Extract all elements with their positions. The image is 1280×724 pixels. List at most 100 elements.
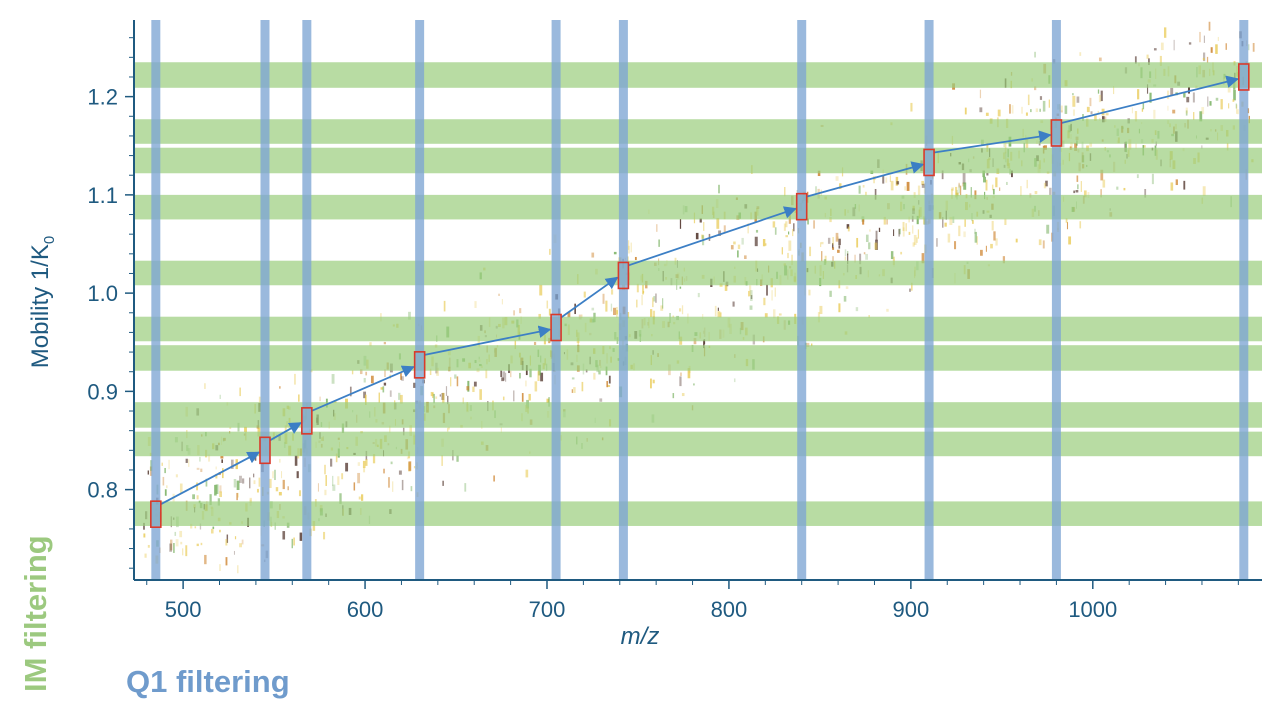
feature-mark: [1163, 27, 1167, 38]
feature-mark: [908, 231, 911, 235]
feature-mark: [294, 455, 298, 466]
feature-mark: [750, 290, 753, 302]
feature-mark: [813, 220, 815, 229]
feature-mark: [514, 340, 517, 349]
feature-mark: [519, 372, 521, 379]
feature-mark: [808, 289, 811, 296]
feature-mark: [358, 496, 361, 500]
feature-mark: [902, 221, 905, 231]
feature-mark: [1068, 236, 1072, 245]
feature-mark: [1061, 140, 1065, 148]
precursor-box: [1238, 63, 1250, 91]
feature-mark: [574, 303, 576, 315]
feature-mark: [324, 464, 326, 475]
feature-mark: [237, 492, 239, 498]
feature-mark: [653, 296, 656, 302]
feature-mark: [893, 229, 895, 237]
feature-mark: [299, 532, 303, 541]
feature-mark: [863, 252, 866, 255]
feature-mark: [679, 218, 682, 229]
feature-mark: [672, 315, 675, 318]
feature-mark: [220, 456, 224, 459]
feature-mark: [571, 389, 573, 393]
feature-mark: [630, 242, 632, 253]
feature-mark: [456, 376, 459, 387]
feature-mark: [982, 170, 985, 178]
feature-mark: [874, 188, 877, 200]
feature-mark: [1079, 52, 1082, 56]
feature-mark: [577, 338, 579, 345]
im-band: [134, 147, 1262, 174]
feature-mark: [1042, 240, 1045, 249]
feature-mark: [529, 368, 532, 378]
feature-mark: [652, 310, 656, 320]
feature-mark: [774, 287, 776, 297]
feature-mark: [274, 522, 276, 530]
feature-mark: [793, 223, 795, 232]
feature-mark: [1232, 99, 1235, 102]
q1-window: [415, 20, 425, 580]
feature-mark: [170, 539, 173, 551]
x-tick-label: 700: [529, 597, 566, 622]
feature-mark: [1076, 175, 1079, 182]
feature-mark: [991, 220, 994, 231]
feature-mark: [886, 219, 888, 225]
feature-mark: [548, 308, 551, 316]
feature-mark: [1030, 109, 1032, 113]
feature-mark: [464, 483, 467, 492]
feature-mark: [1011, 170, 1013, 178]
feature-mark: [1039, 108, 1041, 112]
arrow: [269, 422, 302, 442]
feature-mark: [605, 366, 608, 376]
feature-mark: [1011, 105, 1014, 114]
feature-mark: [815, 186, 818, 194]
feature-mark: [1070, 142, 1073, 150]
feature-mark: [991, 184, 994, 191]
feature-mark: [548, 397, 550, 407]
feature-mark: [607, 384, 611, 387]
feature-mark: [1072, 109, 1076, 116]
feature-mark: [1185, 110, 1188, 116]
feature-mark: [363, 391, 367, 399]
feature-mark: [221, 459, 223, 463]
im-band: [134, 260, 1262, 286]
feature-mark: [762, 239, 766, 247]
feature-mark: [196, 467, 200, 470]
y-tick-label: 1.0: [87, 281, 118, 306]
feature-mark: [1186, 96, 1190, 103]
feature-mark: [1009, 104, 1011, 114]
feature-mark: [274, 469, 276, 481]
feature-mark: [658, 239, 660, 247]
feature-mark: [279, 386, 281, 389]
feature-mark: [755, 229, 759, 233]
feature-mark: [219, 394, 221, 399]
feature-mark: [788, 231, 790, 235]
feature-mark: [268, 478, 272, 489]
feature-mark: [839, 183, 842, 189]
feature-mark: [204, 383, 206, 389]
feature-mark: [1170, 87, 1174, 96]
feature-mark: [445, 386, 448, 396]
feature-mark: [774, 227, 777, 235]
feature-mark: [435, 396, 438, 399]
feature-mark: [959, 185, 962, 196]
feature-mark: [185, 458, 188, 463]
feature-mark: [282, 531, 286, 540]
feature-mark: [608, 375, 611, 384]
feature-mark: [399, 394, 403, 404]
feature-mark: [1097, 89, 1100, 94]
feature-mark: [1199, 111, 1203, 122]
feature-mark: [583, 291, 586, 298]
feature-mark: [1235, 103, 1238, 109]
feature-mark: [1073, 190, 1075, 194]
feature-mark: [976, 236, 979, 245]
feature-mark: [239, 543, 242, 548]
im-filtering-label: IM filtering: [18, 535, 53, 692]
feature-mark: [1170, 182, 1174, 191]
feature-mark: [291, 538, 293, 549]
feature-mark: [847, 250, 849, 256]
feature-mark: [909, 288, 911, 292]
y-tick-label: 1.1: [87, 183, 118, 208]
feature-mark: [634, 256, 637, 261]
feature-mark: [703, 339, 705, 349]
